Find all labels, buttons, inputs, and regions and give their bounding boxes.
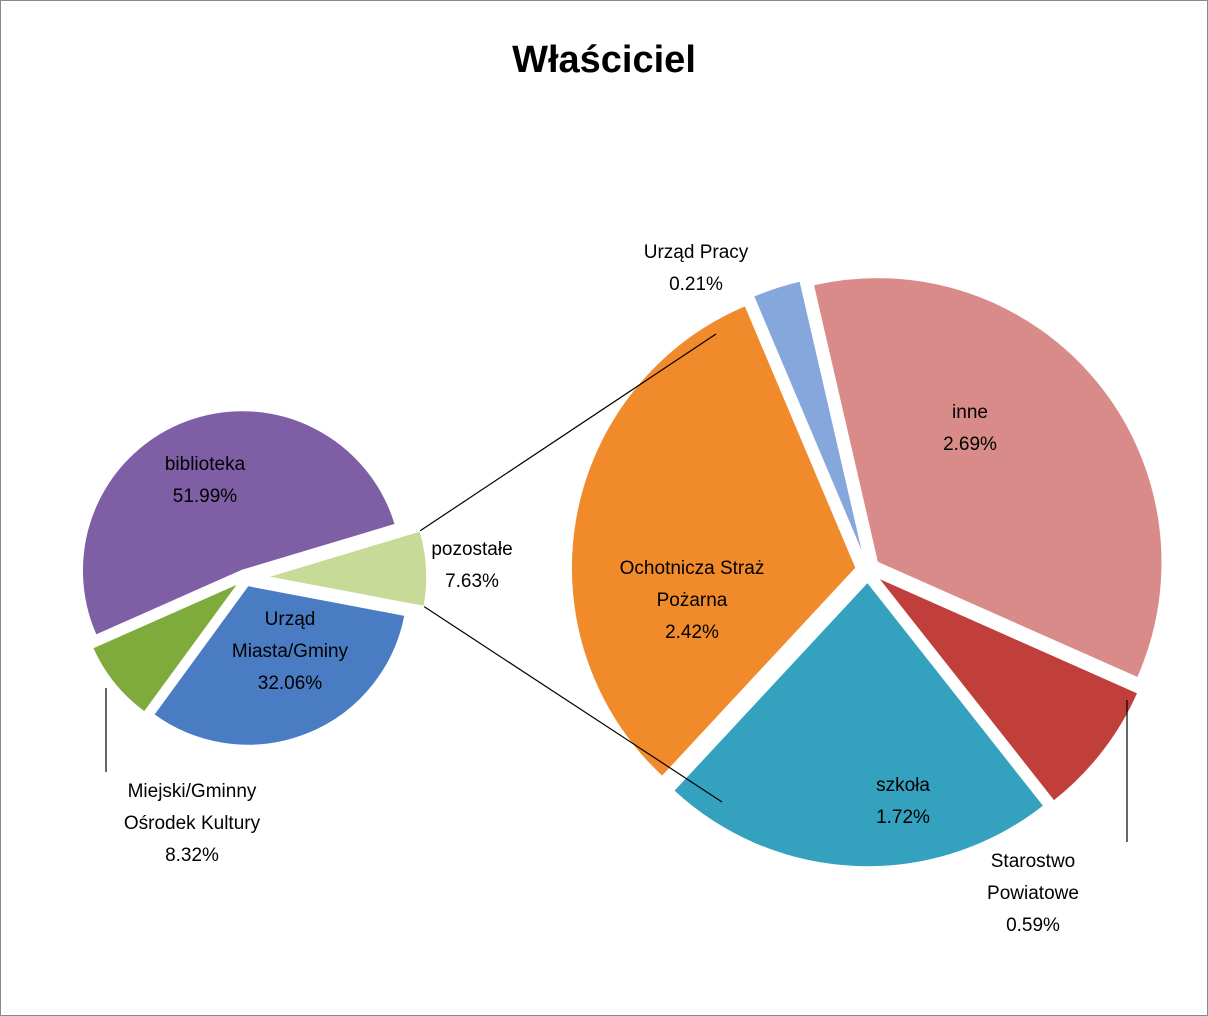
pie-slice <box>812 276 1163 679</box>
slice-label: szkoła <box>876 775 930 796</box>
slice-label: Urząd Miasta/Gminy <box>232 609 349 662</box>
slice-value-label: 0.59% <box>1006 915 1060 936</box>
slice-value-label: 2.69% <box>943 434 997 455</box>
slice-value-label: 1.72% <box>876 807 930 828</box>
slice-value-label: 51.99% <box>173 486 238 507</box>
slice-label: Miejski/Gminny Ośrodek Kultury <box>124 781 261 834</box>
slice-label: Ochotnicza Straż Pożarna <box>620 558 765 611</box>
pie-slice <box>876 576 1139 803</box>
slice-label: biblioteka <box>165 454 246 475</box>
slice-value-label: 0.21% <box>669 274 723 295</box>
connector-line <box>423 606 723 803</box>
pie-slice <box>752 279 866 559</box>
slice-label: Urząd Pracy <box>644 242 749 263</box>
connector-line <box>419 333 717 532</box>
pie-slice <box>672 580 1045 868</box>
slice-value-label: 8.32% <box>165 845 219 866</box>
slice-label: inne <box>952 402 988 423</box>
slice-value-label: 7.63% <box>445 571 499 592</box>
slice-label: pozostałe <box>431 539 512 560</box>
pie-slice <box>570 304 858 778</box>
slice-label: Starostwo Powiatowe <box>987 851 1079 904</box>
slice-value-label: 32.06% <box>258 673 323 694</box>
pie-slice <box>81 409 397 637</box>
pie-slice <box>266 529 428 608</box>
pie-slice <box>91 581 242 714</box>
slice-value-label: 2.42% <box>665 622 719 643</box>
pie-slice <box>152 584 407 747</box>
chart-title: Właściciel <box>512 39 696 81</box>
